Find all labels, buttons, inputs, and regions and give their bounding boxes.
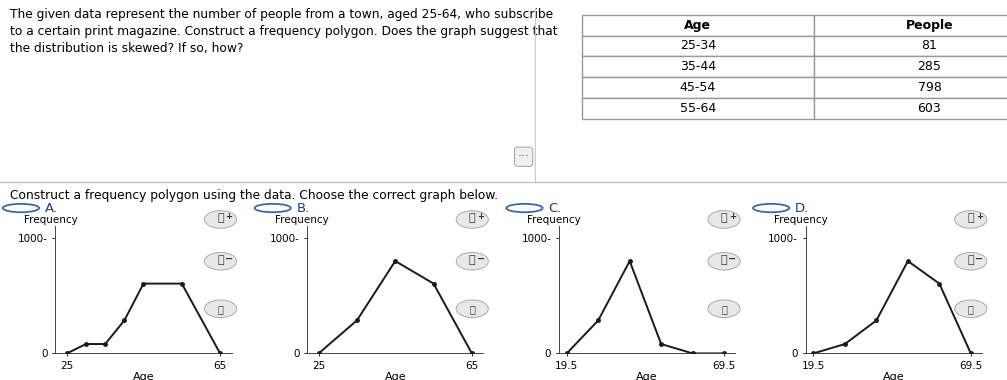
Text: ⌕: ⌕ bbox=[469, 214, 475, 223]
Circle shape bbox=[204, 211, 237, 228]
Circle shape bbox=[955, 300, 987, 318]
Text: ⌕: ⌕ bbox=[469, 255, 475, 265]
Text: Frequency: Frequency bbox=[275, 215, 329, 225]
Text: Frequency: Frequency bbox=[528, 215, 581, 225]
Text: A.: A. bbox=[44, 202, 57, 215]
X-axis label: Age: Age bbox=[133, 372, 154, 380]
Text: −: − bbox=[975, 254, 983, 264]
Text: C.: C. bbox=[548, 202, 561, 215]
Text: Frequency: Frequency bbox=[24, 215, 78, 225]
X-axis label: Age: Age bbox=[385, 372, 406, 380]
Text: +: + bbox=[976, 212, 983, 222]
Text: ⌕: ⌕ bbox=[721, 255, 727, 265]
Text: ⌕: ⌕ bbox=[968, 255, 974, 265]
Text: ⧉: ⧉ bbox=[968, 304, 974, 314]
Circle shape bbox=[456, 252, 488, 270]
Circle shape bbox=[955, 252, 987, 270]
Circle shape bbox=[708, 300, 740, 318]
Text: +: + bbox=[729, 212, 736, 222]
Text: ⧉: ⧉ bbox=[469, 304, 475, 314]
Text: +: + bbox=[477, 212, 484, 222]
Text: −: − bbox=[225, 254, 233, 264]
Text: ⌕: ⌕ bbox=[721, 214, 727, 223]
Text: −: − bbox=[476, 254, 484, 264]
Text: +: + bbox=[226, 212, 233, 222]
Text: −: − bbox=[728, 254, 736, 264]
X-axis label: Age: Age bbox=[636, 372, 658, 380]
Text: ⧉: ⧉ bbox=[721, 304, 727, 314]
Circle shape bbox=[955, 211, 987, 228]
Text: ···: ··· bbox=[518, 150, 530, 163]
Circle shape bbox=[204, 252, 237, 270]
Circle shape bbox=[456, 300, 488, 318]
Text: Frequency: Frequency bbox=[773, 215, 828, 225]
X-axis label: Age: Age bbox=[883, 372, 904, 380]
Text: Construct a frequency polygon using the data. Choose the correct graph below.: Construct a frequency polygon using the … bbox=[10, 188, 498, 201]
Circle shape bbox=[204, 300, 237, 318]
Text: ⌕: ⌕ bbox=[968, 214, 974, 223]
Text: B.: B. bbox=[296, 202, 309, 215]
Text: D.: D. bbox=[795, 202, 809, 215]
Text: ⌕: ⌕ bbox=[218, 214, 224, 223]
Text: ⧉: ⧉ bbox=[218, 304, 224, 314]
Circle shape bbox=[708, 211, 740, 228]
Circle shape bbox=[456, 211, 488, 228]
Text: The given data represent the number of people from a town, aged 25-64, who subsc: The given data represent the number of p… bbox=[10, 8, 558, 55]
Circle shape bbox=[708, 252, 740, 270]
Text: ⌕: ⌕ bbox=[218, 255, 224, 265]
